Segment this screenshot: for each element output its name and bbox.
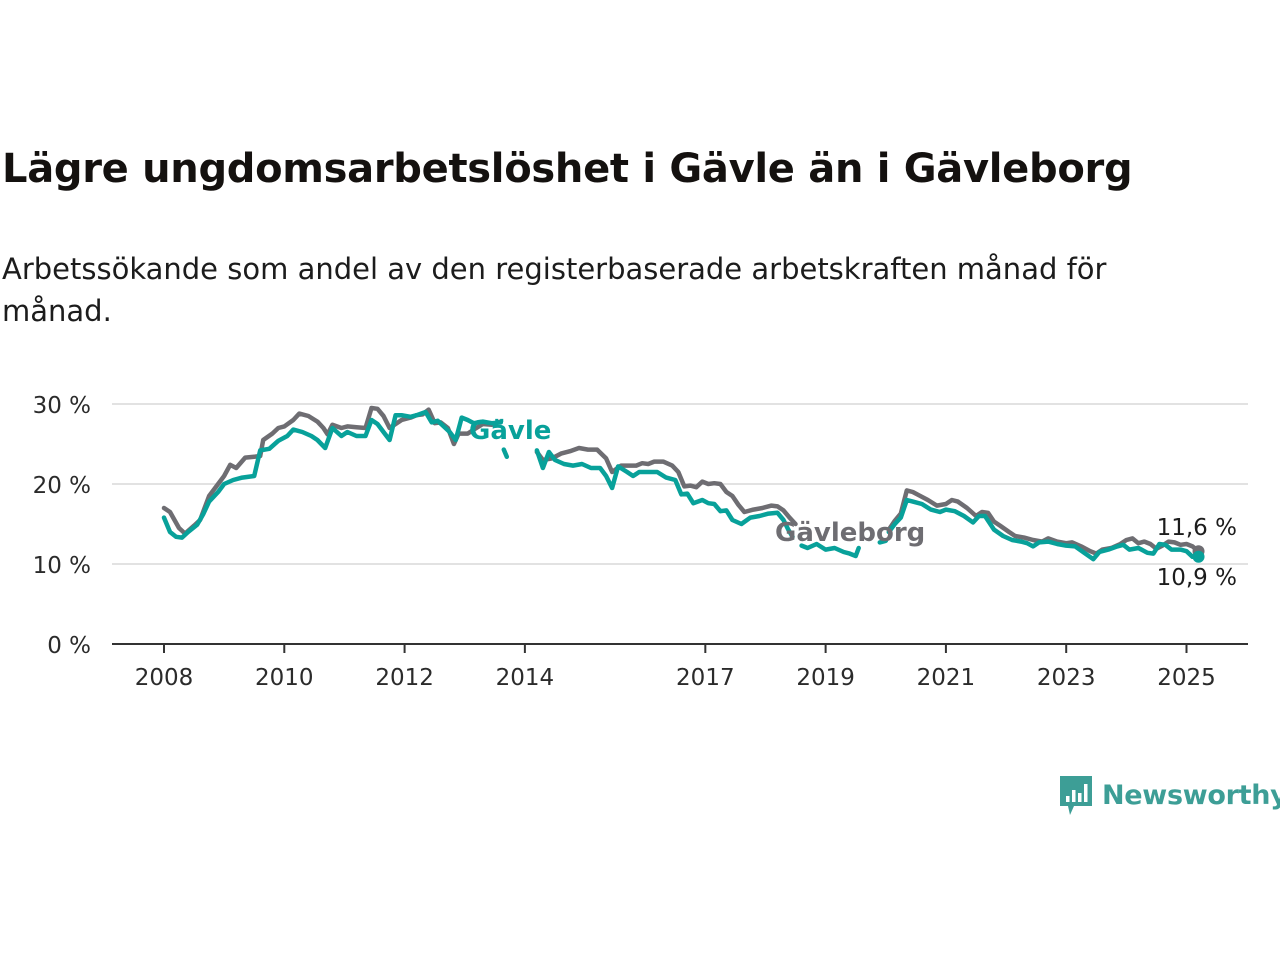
gridlines bbox=[112, 403, 1248, 565]
series-label-gavleborg: Gävleborg bbox=[775, 518, 925, 548]
y-tick-label: 20 % bbox=[33, 473, 91, 499]
chart-subtitle: Arbetssökande som andel av den registerb… bbox=[2, 252, 1107, 328]
x-tick-label: 2019 bbox=[796, 665, 855, 691]
end-label-gavle: 10,9 % bbox=[1157, 565, 1237, 591]
x-axis: 2008 2010 2012 2014 2017 2019 2021 2023 2025 bbox=[112, 643, 1248, 691]
x-tick-label: 2017 bbox=[676, 665, 735, 691]
series-labels: 11,6 % 10,9 % Gävle Gävleborg bbox=[469, 416, 1237, 591]
series-line-gavleborg bbox=[161, 405, 1201, 556]
newsworthy-logo: Newsworthy bbox=[1058, 772, 1280, 818]
x-tick-label: 2025 bbox=[1157, 665, 1216, 691]
bar-chart-icon bbox=[1060, 776, 1092, 815]
line-chart: 0 % 10 % 20 % 30 % 2008 2010 2012 2014 2017 2019… bbox=[33, 393, 1248, 691]
series-line-gavle bbox=[161, 409, 1201, 562]
y-axis-ticks: 0 % 10 % 20 % 30 % bbox=[33, 393, 91, 659]
x-tick-label: 2010 bbox=[255, 665, 314, 691]
end-point-gavle bbox=[1192, 550, 1205, 563]
x-tick-label: 2012 bbox=[375, 665, 434, 691]
x-tick-label: 2008 bbox=[135, 665, 194, 691]
chart-title: Lägre ungdomsarbetslöshet i Gävle än i G… bbox=[2, 146, 1133, 192]
x-tick-label: 2021 bbox=[917, 665, 976, 691]
brand-name: Newsworthy bbox=[1102, 779, 1280, 811]
end-label-gavleborg: 11,6 % bbox=[1157, 515, 1237, 541]
x-tick-label: 2023 bbox=[1037, 665, 1096, 691]
series-label-gavle: Gävle bbox=[469, 416, 551, 446]
x-tick-label: 2014 bbox=[496, 665, 555, 691]
y-tick-label: 0 % bbox=[47, 633, 91, 659]
y-tick-label: 30 % bbox=[33, 393, 91, 419]
y-tick-label: 10 % bbox=[33, 553, 91, 579]
series-lines bbox=[161, 405, 1201, 562]
